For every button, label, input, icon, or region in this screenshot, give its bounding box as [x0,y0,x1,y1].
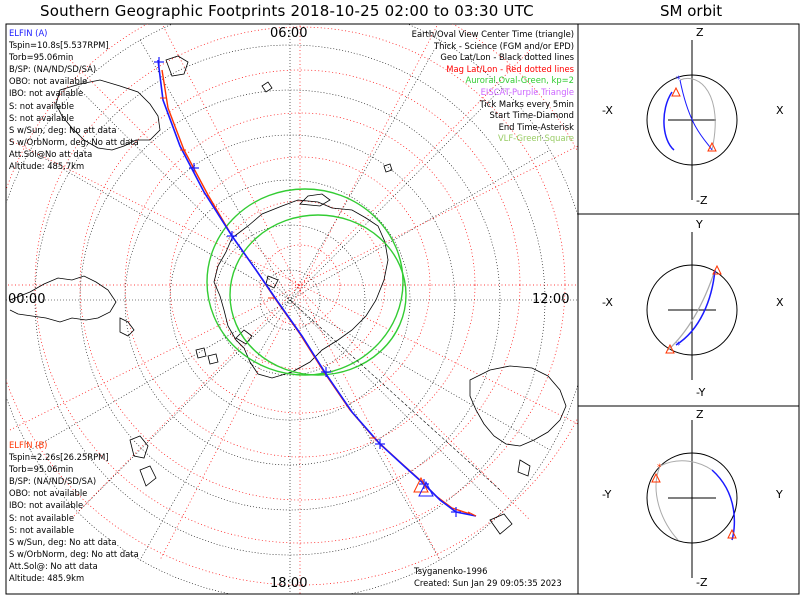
elfin-b-line: S: not available [9,524,74,535]
elfin-a-track [157,59,477,517]
elfin-a-name: ELFIN (A) [9,28,48,38]
sm1-top-label: Z [696,26,704,39]
elfin-b-line: S: not available [9,512,74,523]
sm-panel-xz: * [646,40,738,200]
legend-item: Mag Lat/Lon - Red dotted lines [446,63,574,74]
elfin-a-line: IBO: not available [9,88,84,99]
elfin-b-line: IBO: not available [9,500,84,511]
auroral-oval [206,188,407,376]
elfin-b-name: ELFIN (B) [9,440,48,450]
sm3-right-label: Y [776,488,783,501]
sm1-bottom-label: -Z [696,194,708,207]
elfin-b-line: OBO: not available [9,488,88,499]
legend-item: EISCAT-Purple Triangle [480,86,574,97]
page-title: Southern Geographic Footprints 2018-10-2… [40,2,534,20]
sm1-left-label: -X [602,104,613,117]
polar-map [6,24,578,594]
elfin-b-ticks [160,97,477,517]
elfin-b-line: S w/OrbNorm, deg: No att data [9,548,139,559]
legend-item: Geo Lat/Lon - Black dotted lines [440,52,574,63]
elfin-a-line: Altitude: 485.7km [9,161,85,172]
sm-panel-yz: * [646,420,738,578]
elfin-b-line: S w/Sun, deg: No att data [9,536,117,547]
sm1-right-label: X [776,104,784,117]
elfin-b-line: Att.Sol@: No att data [9,560,98,571]
clock-label-top: 06:00 [270,26,308,41]
elfin-b-info: ELFIN (B) Tspin=2.26s[26.25RPM] Torb=95.… [9,439,139,584]
elfin-a-line: B/SP: (NA/ND/SD/SA) [9,64,97,75]
sun-direction-line [289,299,501,491]
model-label: Tsyganenko-1996 [414,566,488,576]
sm2-bottom-label: -Y [696,386,706,399]
legend-item: End Time-Asterisk [498,121,574,132]
svg-text:*: * [676,341,681,351]
clock-label-bottom: 18:00 [270,576,308,591]
sm2-left-label: -X [602,296,613,309]
legend-item: Earth/Oval View Center Time (triangle) [411,29,574,39]
sm-orbit-title: SM orbit [660,2,723,20]
legend-item: VLF-Green Square [497,133,574,144]
elfin-a-line: Att.Sol@No att data [9,148,93,159]
elfin-a-line: Torb=95.06min [9,52,74,63]
svg-text:*: * [676,75,681,85]
legend: Earth/Oval View Center Time (triangle) T… [412,29,574,145]
elfin-a-line: OBO: not available [9,76,88,87]
mag-grid [6,24,578,594]
elfin-a-line: S w/Sun, deg: No att data [9,124,117,135]
legend-item: Start Time-Diamond [489,110,574,121]
legend-item: Tick Marks every 5min [479,98,574,109]
elfin-a-info: ELFIN (A) Tspin=10.8s[5.537RPM] Torb=95.… [9,27,139,172]
elfin-b-line: Tspin=2.26s[26.25RPM] [9,452,109,463]
clock-label-right: 12:00 [532,292,570,307]
sm-panel-xy: * [646,232,738,380]
sm2-top-label: Y [696,218,703,231]
coastlines [9,55,567,535]
sm3-bottom-label: -Z [696,576,708,589]
view-center-triangle-a [418,480,434,497]
elfin-b-line: Altitude: 485.9km [9,573,85,584]
sm2-right-label: X [776,296,784,309]
elfin-a-line: S: not available [9,100,74,111]
svg-text:*: * [657,463,662,473]
sm3-left-label: -Y [602,488,612,501]
elfin-a-line: Tspin=10.8s[5.537RPM] [9,40,109,51]
legend-item: Thick - Science (FGM and/or EPD) [433,40,574,51]
elfin-b-line: B/SP: (NA/ND/SD/SA) [9,476,97,487]
elfin-a-line: S: not available [9,112,74,123]
elfin-a-line: S w/OrbNorm, deg: No att data [9,136,139,147]
legend-item: Auroral Oval-Green, kp=2 [465,75,574,86]
elfin-b-line: Torb=95.06min [9,464,74,475]
created-label: Created: Sun Jan 29 09:05:35 2023 [414,578,562,588]
clock-label-left: 00:00 [8,292,46,307]
sm-panels: * * * [577,23,800,595]
sm3-top-label: Z [696,408,704,421]
